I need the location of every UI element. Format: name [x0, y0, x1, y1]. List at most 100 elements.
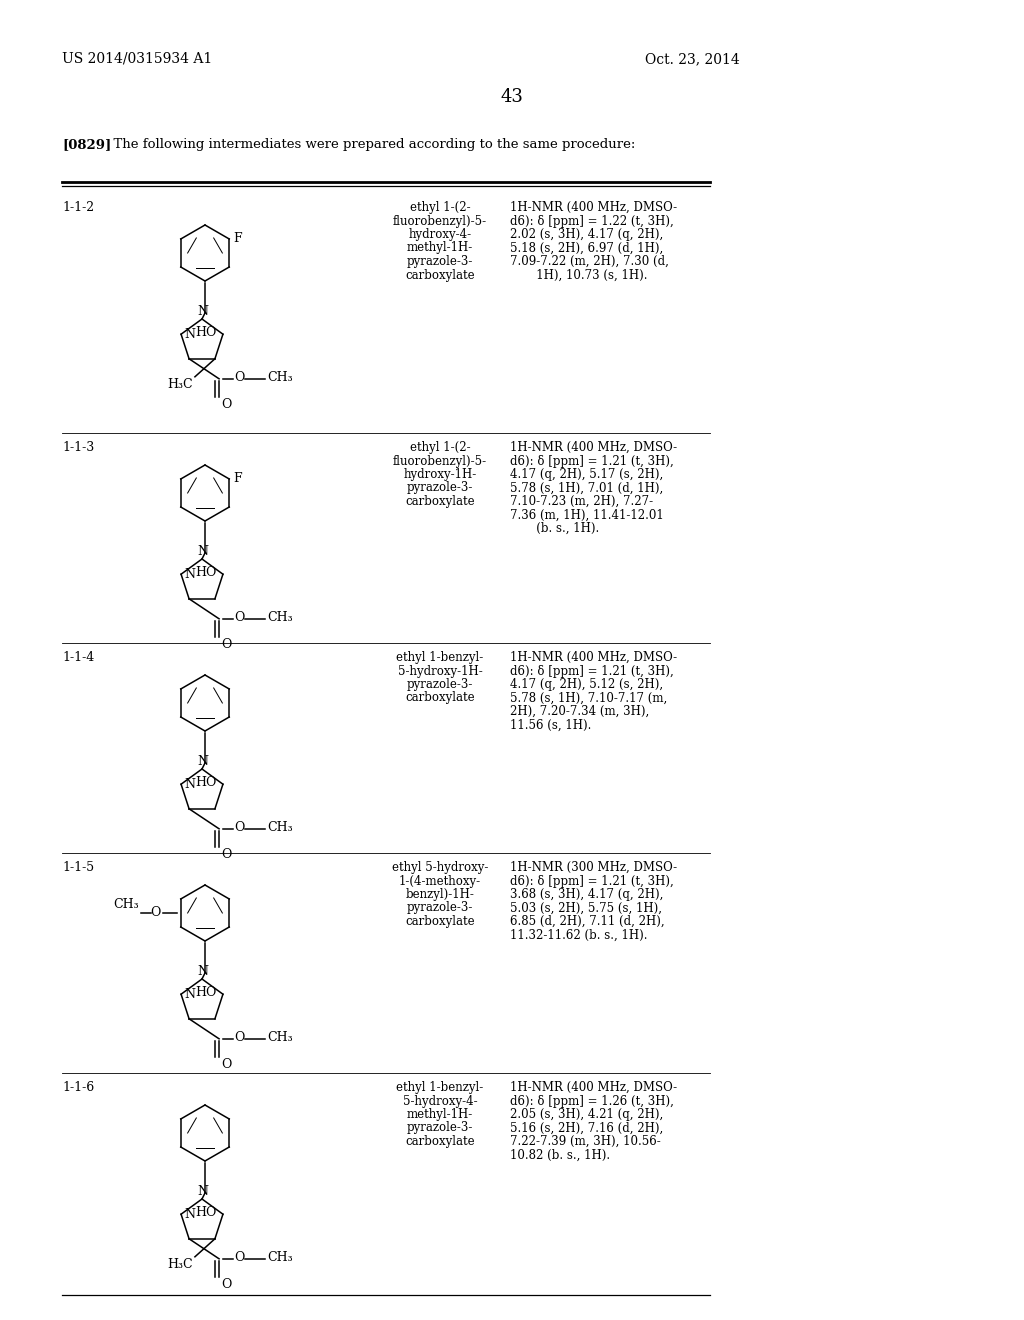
Text: (b. s., 1H).: (b. s., 1H).: [510, 521, 599, 535]
Text: 5-hydroxy-1H-: 5-hydroxy-1H-: [397, 664, 482, 677]
Text: methyl-1H-: methyl-1H-: [407, 1107, 473, 1121]
Text: d6): δ [ppm] = 1.21 (t, 3H),: d6): δ [ppm] = 1.21 (t, 3H),: [510, 664, 674, 677]
Text: ethyl 1-benzyl-: ethyl 1-benzyl-: [396, 651, 483, 664]
Text: 7.10-7.23 (m, 2H), 7.27-: 7.10-7.23 (m, 2H), 7.27-: [510, 495, 653, 508]
Text: N: N: [198, 965, 209, 978]
Text: H₃C: H₃C: [167, 378, 193, 391]
Text: 5.78 (s, 1H), 7.10-7.17 (m,: 5.78 (s, 1H), 7.10-7.17 (m,: [510, 692, 668, 705]
Text: 2.05 (s, 3H), 4.21 (q, 2H),: 2.05 (s, 3H), 4.21 (q, 2H),: [510, 1107, 664, 1121]
Text: O: O: [234, 371, 245, 384]
Text: HO: HO: [196, 986, 217, 999]
Text: ethyl 5-hydroxy-: ethyl 5-hydroxy-: [392, 861, 488, 874]
Text: 5.16 (s, 2H), 7.16 (d, 2H),: 5.16 (s, 2H), 7.16 (d, 2H),: [510, 1122, 664, 1134]
Text: US 2014/0315934 A1: US 2014/0315934 A1: [62, 51, 212, 66]
Text: 7.22-7.39 (m, 3H), 10.56-: 7.22-7.39 (m, 3H), 10.56-: [510, 1135, 660, 1148]
Text: carboxylate: carboxylate: [406, 1135, 475, 1148]
Text: 2.02 (s, 3H), 4.17 (q, 2H),: 2.02 (s, 3H), 4.17 (q, 2H),: [510, 228, 664, 242]
Text: 1-1-5: 1-1-5: [62, 861, 94, 874]
Text: benzyl)-1H-: benzyl)-1H-: [406, 888, 474, 902]
Text: N: N: [184, 777, 196, 791]
Text: ethyl 1-benzyl-: ethyl 1-benzyl-: [396, 1081, 483, 1094]
Text: carboxylate: carboxylate: [406, 495, 475, 508]
Text: pyrazole-3-: pyrazole-3-: [407, 678, 473, 690]
Text: O: O: [234, 1031, 245, 1044]
Text: 7.36 (m, 1H), 11.41-12.01: 7.36 (m, 1H), 11.41-12.01: [510, 508, 664, 521]
Text: O: O: [234, 821, 245, 834]
Text: CH₃: CH₃: [267, 1251, 293, 1265]
Text: F: F: [233, 473, 242, 486]
Text: F: F: [233, 232, 242, 246]
Text: 5.03 (s, 2H), 5.75 (s, 1H),: 5.03 (s, 2H), 5.75 (s, 1H),: [510, 902, 662, 915]
Text: 5.18 (s, 2H), 6.97 (d, 1H),: 5.18 (s, 2H), 6.97 (d, 1H),: [510, 242, 664, 255]
Text: 1-1-6: 1-1-6: [62, 1081, 94, 1094]
Text: N: N: [184, 987, 196, 1001]
Text: 1H-NMR (400 MHz, DMSO-: 1H-NMR (400 MHz, DMSO-: [510, 651, 677, 664]
Text: 5.78 (s, 1H), 7.01 (d, 1H),: 5.78 (s, 1H), 7.01 (d, 1H),: [510, 482, 664, 495]
Text: N: N: [198, 545, 209, 558]
Text: 1-1-4: 1-1-4: [62, 651, 94, 664]
Text: 1H-NMR (400 MHz, DMSO-: 1H-NMR (400 MHz, DMSO-: [510, 201, 677, 214]
Text: N: N: [198, 1185, 209, 1199]
Text: 7.09-7.22 (m, 2H), 7.30 (d,: 7.09-7.22 (m, 2H), 7.30 (d,: [510, 255, 669, 268]
Text: 4.17 (q, 2H), 5.17 (s, 2H),: 4.17 (q, 2H), 5.17 (s, 2H),: [510, 469, 664, 480]
Text: ethyl 1-(2-: ethyl 1-(2-: [410, 201, 470, 214]
Text: O: O: [221, 638, 231, 651]
Text: 1H-NMR (400 MHz, DMSO-: 1H-NMR (400 MHz, DMSO-: [510, 1081, 677, 1094]
Text: ethyl 1-(2-: ethyl 1-(2-: [410, 441, 470, 454]
Text: pyrazole-3-: pyrazole-3-: [407, 255, 473, 268]
Text: N: N: [184, 1208, 196, 1221]
Text: pyrazole-3-: pyrazole-3-: [407, 902, 473, 915]
Text: fluorobenzyl)-5-: fluorobenzyl)-5-: [393, 454, 487, 467]
Text: 10.82 (b. s., 1H).: 10.82 (b. s., 1H).: [510, 1148, 610, 1162]
Text: CH₃: CH₃: [267, 1031, 293, 1044]
Text: 1-1-3: 1-1-3: [62, 441, 94, 454]
Text: 1H-NMR (300 MHz, DMSO-: 1H-NMR (300 MHz, DMSO-: [510, 861, 677, 874]
Text: carboxylate: carboxylate: [406, 692, 475, 705]
Text: H₃C: H₃C: [167, 1258, 193, 1271]
Text: hydroxy-4-: hydroxy-4-: [409, 228, 472, 242]
Text: carboxylate: carboxylate: [406, 915, 475, 928]
Text: pyrazole-3-: pyrazole-3-: [407, 1122, 473, 1134]
Text: 1H-NMR (400 MHz, DMSO-: 1H-NMR (400 MHz, DMSO-: [510, 441, 677, 454]
Text: HO: HO: [196, 326, 217, 339]
Text: methyl-1H-: methyl-1H-: [407, 242, 473, 255]
Text: 5-hydroxy-4-: 5-hydroxy-4-: [402, 1094, 477, 1107]
Text: O: O: [221, 1278, 231, 1291]
Text: CH₃: CH₃: [267, 611, 293, 624]
Text: HO: HO: [196, 566, 217, 578]
Text: N: N: [198, 755, 209, 768]
Text: 3.68 (s, 3H), 4.17 (q, 2H),: 3.68 (s, 3H), 4.17 (q, 2H),: [510, 888, 664, 902]
Text: 4.17 (q, 2H), 5.12 (s, 2H),: 4.17 (q, 2H), 5.12 (s, 2H),: [510, 678, 664, 690]
Text: 11.56 (s, 1H).: 11.56 (s, 1H).: [510, 718, 592, 731]
Text: N: N: [184, 327, 196, 341]
Text: HO: HO: [196, 1205, 217, 1218]
Text: 1H), 10.73 (s, 1H).: 1H), 10.73 (s, 1H).: [510, 268, 647, 281]
Text: O: O: [234, 1251, 245, 1265]
Text: d6): δ [ppm] = 1.21 (t, 3H),: d6): δ [ppm] = 1.21 (t, 3H),: [510, 454, 674, 467]
Text: O: O: [234, 611, 245, 624]
Text: The following intermediates were prepared according to the same procedure:: The following intermediates were prepare…: [105, 139, 635, 150]
Text: fluorobenzyl)-5-: fluorobenzyl)-5-: [393, 214, 487, 227]
Text: N: N: [198, 305, 209, 318]
Text: d6): δ [ppm] = 1.26 (t, 3H),: d6): δ [ppm] = 1.26 (t, 3H),: [510, 1094, 674, 1107]
Text: pyrazole-3-: pyrazole-3-: [407, 482, 473, 495]
Text: O: O: [221, 1057, 231, 1071]
Text: HO: HO: [196, 776, 217, 789]
Text: 43: 43: [501, 88, 523, 106]
Text: d6): δ [ppm] = 1.21 (t, 3H),: d6): δ [ppm] = 1.21 (t, 3H),: [510, 874, 674, 887]
Text: hydroxy-1H-: hydroxy-1H-: [403, 469, 476, 480]
Text: O: O: [151, 907, 161, 920]
Text: CH₃: CH₃: [267, 371, 293, 384]
Text: carboxylate: carboxylate: [406, 268, 475, 281]
Text: 11.32-11.62 (b. s., 1H).: 11.32-11.62 (b. s., 1H).: [510, 928, 647, 941]
Text: 1-(4-methoxy-: 1-(4-methoxy-: [399, 874, 481, 887]
Text: O: O: [221, 397, 231, 411]
Text: 6.85 (d, 2H), 7.11 (d, 2H),: 6.85 (d, 2H), 7.11 (d, 2H),: [510, 915, 665, 928]
Text: 1-1-2: 1-1-2: [62, 201, 94, 214]
Text: CH₃: CH₃: [267, 821, 293, 834]
Text: N: N: [184, 568, 196, 581]
Text: 2H), 7.20-7.34 (m, 3H),: 2H), 7.20-7.34 (m, 3H),: [510, 705, 649, 718]
Text: [0829]: [0829]: [62, 139, 112, 150]
Text: d6): δ [ppm] = 1.22 (t, 3H),: d6): δ [ppm] = 1.22 (t, 3H),: [510, 214, 674, 227]
Text: O: O: [221, 847, 231, 861]
